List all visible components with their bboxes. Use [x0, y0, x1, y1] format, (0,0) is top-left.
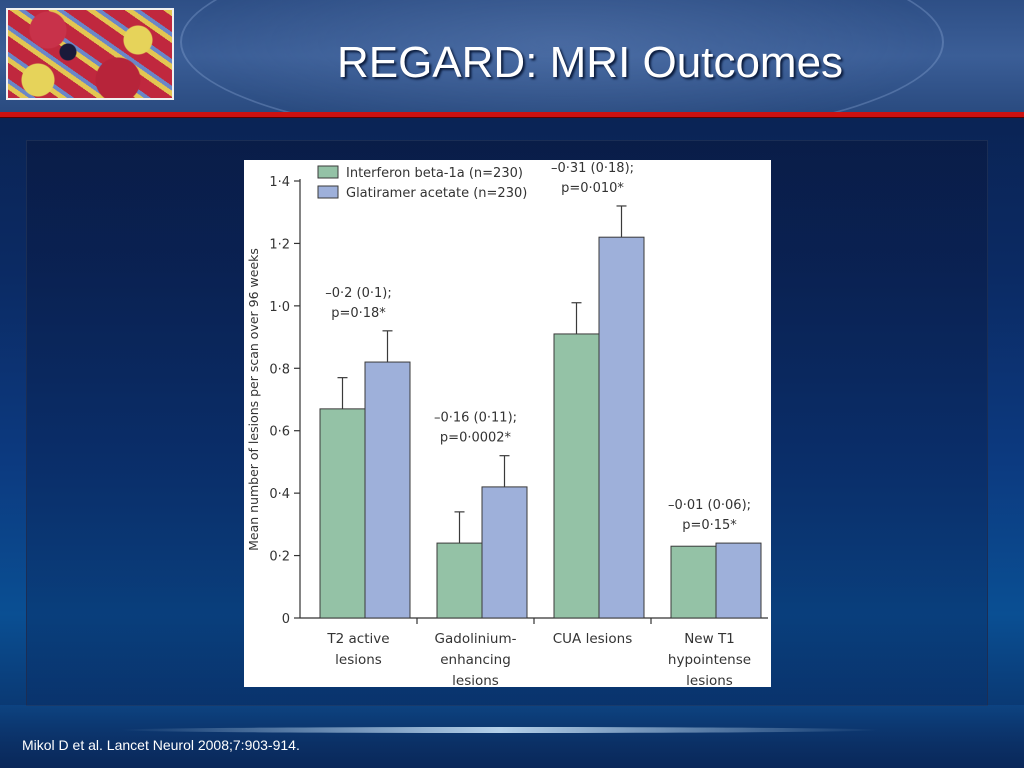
- glatiramer-bar: [598, 236, 645, 619]
- interferon-bar: [319, 408, 366, 619]
- x-category-label: CUA lesions: [553, 631, 633, 647]
- glatiramer-bar: [481, 486, 528, 619]
- glatiramer-bar: [364, 361, 411, 619]
- y-axis-title: Mean number of lesions per scan over 96 …: [246, 248, 261, 551]
- bar-annotation: p=0·010*: [561, 181, 624, 196]
- x-category-label: T2 active: [326, 631, 389, 647]
- tissue-micrograph-logo-icon: [6, 8, 174, 100]
- x-category-label: hypointense: [668, 652, 751, 668]
- legend-label: Glatiramer acetate (n=230): [346, 186, 527, 201]
- x-category-label: enhancing: [440, 652, 511, 668]
- bar-annotation: p=0·15*: [682, 518, 737, 533]
- citation: Mikol D et al. Lancet Neurol 2008;7:903-…: [22, 737, 300, 753]
- x-category-label: lesions: [335, 652, 382, 668]
- legend-swatch: [317, 185, 339, 199]
- header-divider: [0, 112, 1024, 117]
- y-tick-label: 1·0: [269, 300, 290, 315]
- legend-swatch: [317, 165, 339, 179]
- interferon-bar: [436, 542, 483, 619]
- glatiramer-bar: [715, 542, 762, 619]
- bar-chart: 0 0·2 0·4 0·6 0·8 1·0 1·2 1·4 Mean number of les…: [246, 161, 768, 687]
- bar-annotation: –0·01 (0·06);: [668, 498, 751, 513]
- bar-annotation: p=0·0002*: [440, 431, 512, 446]
- y-tick-label: 1·2: [269, 237, 290, 252]
- slide-title: REGARD: MRI Outcomes: [336, 38, 844, 87]
- bar-chart-figure: 0 0·2 0·4 0·6 0·8 1·0 1·2 1·4 Mean number of les…: [244, 160, 771, 687]
- interferon-bar: [553, 333, 600, 619]
- x-category-label: lesions: [452, 673, 499, 687]
- legend-label: Interferon beta-1a (n=230): [346, 166, 523, 181]
- y-tick-label: 1·4: [269, 175, 290, 190]
- x-category-label: lesions: [686, 673, 733, 687]
- slide-header: REGARD: MRI Outcomes: [0, 0, 1024, 112]
- bar-annotation: –0·16 (0·11);: [434, 411, 517, 426]
- bottom-decoration: [0, 705, 1024, 768]
- bar-annotation: –0·31 (0·18);: [551, 161, 634, 176]
- bar-annotation: p=0·18*: [331, 306, 386, 321]
- y-tick-label: 0: [282, 612, 290, 627]
- y-tick-label: 0·2: [269, 550, 290, 565]
- y-tick-label: 0·4: [269, 487, 290, 502]
- header-swirl-decoration: [180, 0, 944, 112]
- x-category-label: New T1: [684, 631, 735, 647]
- y-tick-label: 0·6: [269, 425, 290, 440]
- x-category-label: Gadolinium-: [435, 631, 517, 647]
- bar-annotation: –0·2 (0·1);: [325, 286, 392, 301]
- y-tick-label: 0·8: [269, 362, 290, 377]
- interferon-bar: [670, 545, 717, 619]
- light-streak: [120, 727, 880, 733]
